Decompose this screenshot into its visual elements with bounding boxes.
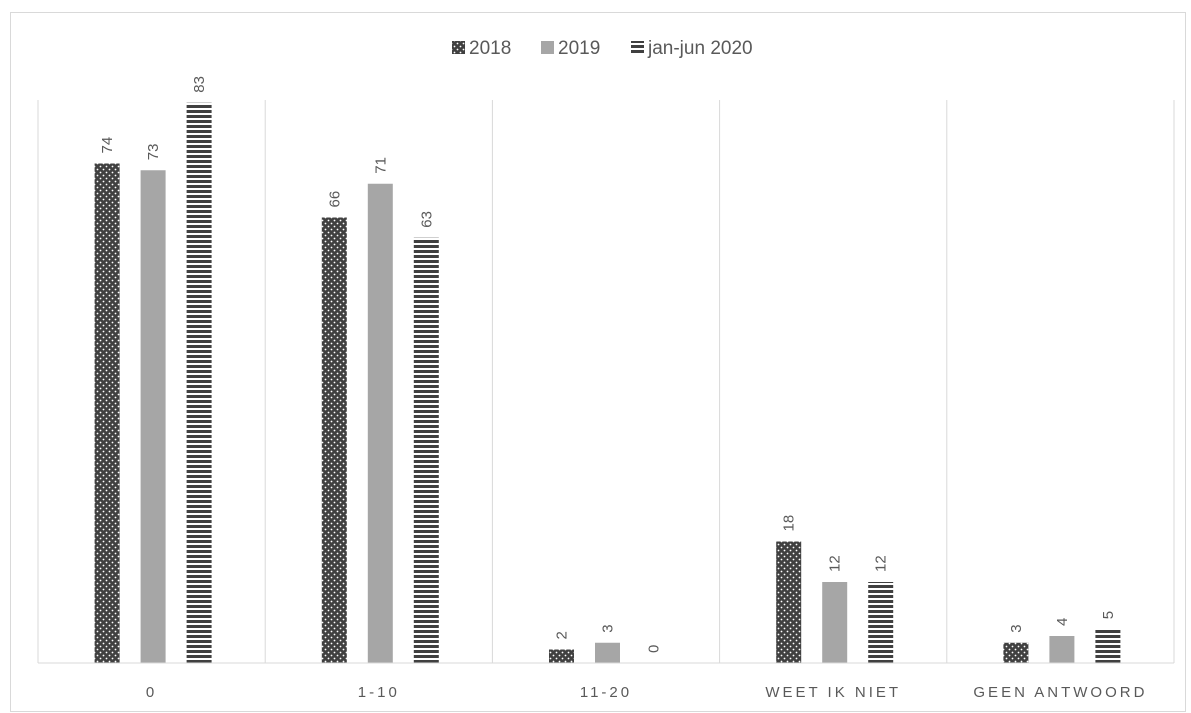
bar-2018-geen-antwoord — [1003, 642, 1029, 663]
bar-2018-0 — [94, 163, 120, 663]
data-label-2018-0: 74 — [99, 137, 116, 154]
bar-2019-1-10 — [367, 183, 393, 663]
category-separators — [37, 100, 1175, 663]
legend-label-jan-jun-2020: jan-jun 2020 — [647, 38, 753, 59]
bar-2018-11-20 — [549, 649, 574, 663]
bar-jan-jun-2020-0 — [186, 102, 212, 663]
data-label-2019-1-10: 71 — [372, 157, 389, 174]
bar-2019-geen-antwoord — [1049, 636, 1075, 663]
bar-jan-jun-2020-1-10 — [413, 237, 439, 663]
category-label-1-10: 1-10 — [358, 684, 400, 701]
bars — [94, 102, 1121, 663]
data-label-2018-geen-antwoord: 3 — [1008, 624, 1025, 632]
data-label-jan-jun-2020-weet-ik-niet: 12 — [873, 555, 890, 572]
legend-label-2019: 2019 — [558, 38, 600, 59]
bar-jan-jun-2020-geen-antwoord — [1095, 629, 1121, 663]
data-label-2019-0: 73 — [145, 144, 162, 161]
data-label-jan-jun-2020-0: 83 — [191, 76, 208, 93]
category-label-0: 0 — [146, 684, 157, 701]
category-labels: 0 1-10 11-20 WEET IK NIET GEEN ANTWOORD — [146, 684, 1147, 701]
data-label-jan-jun-2020-11-20: 0 — [646, 645, 663, 653]
bar-2019-weet-ik-niet — [822, 582, 848, 663]
data-label-2019-11-20: 3 — [600, 624, 617, 632]
data-labels: 74 66 2 18 3 73 71 3 12 4 83 63 0 12 5 — [99, 76, 1117, 653]
data-label-2018-11-20: 2 — [554, 631, 571, 639]
data-label-jan-jun-2020-geen-antwoord: 5 — [1100, 611, 1117, 619]
legend-swatch-jan-jun-2020 — [631, 41, 644, 54]
bar-2018-weet-ik-niet — [776, 541, 802, 663]
category-label-11-20: 11-20 — [580, 684, 632, 701]
legend: 2018 2019 jan-jun 2020 — [452, 38, 753, 59]
category-label-weet-ik-niet: WEET IK NIET — [765, 684, 901, 701]
data-label-2018-1-10: 66 — [326, 191, 343, 208]
category-label-geen-antwoord: GEEN ANTWOORD — [973, 684, 1147, 701]
data-label-jan-jun-2020-1-10: 63 — [418, 211, 435, 228]
bar-2019-11-20 — [595, 642, 620, 663]
legend-swatch-2019 — [541, 41, 554, 54]
data-label-2019-weet-ik-niet: 12 — [827, 555, 844, 572]
legend-swatch-2018 — [452, 41, 465, 54]
bar-jan-jun-2020-weet-ik-niet — [868, 582, 894, 663]
data-label-2018-weet-ik-niet: 18 — [781, 515, 798, 532]
legend-label-2018: 2018 — [469, 38, 511, 59]
bar-2019-0 — [140, 170, 166, 663]
data-label-2019-geen-antwoord: 4 — [1054, 618, 1071, 626]
bar-2018-1-10 — [321, 217, 347, 663]
